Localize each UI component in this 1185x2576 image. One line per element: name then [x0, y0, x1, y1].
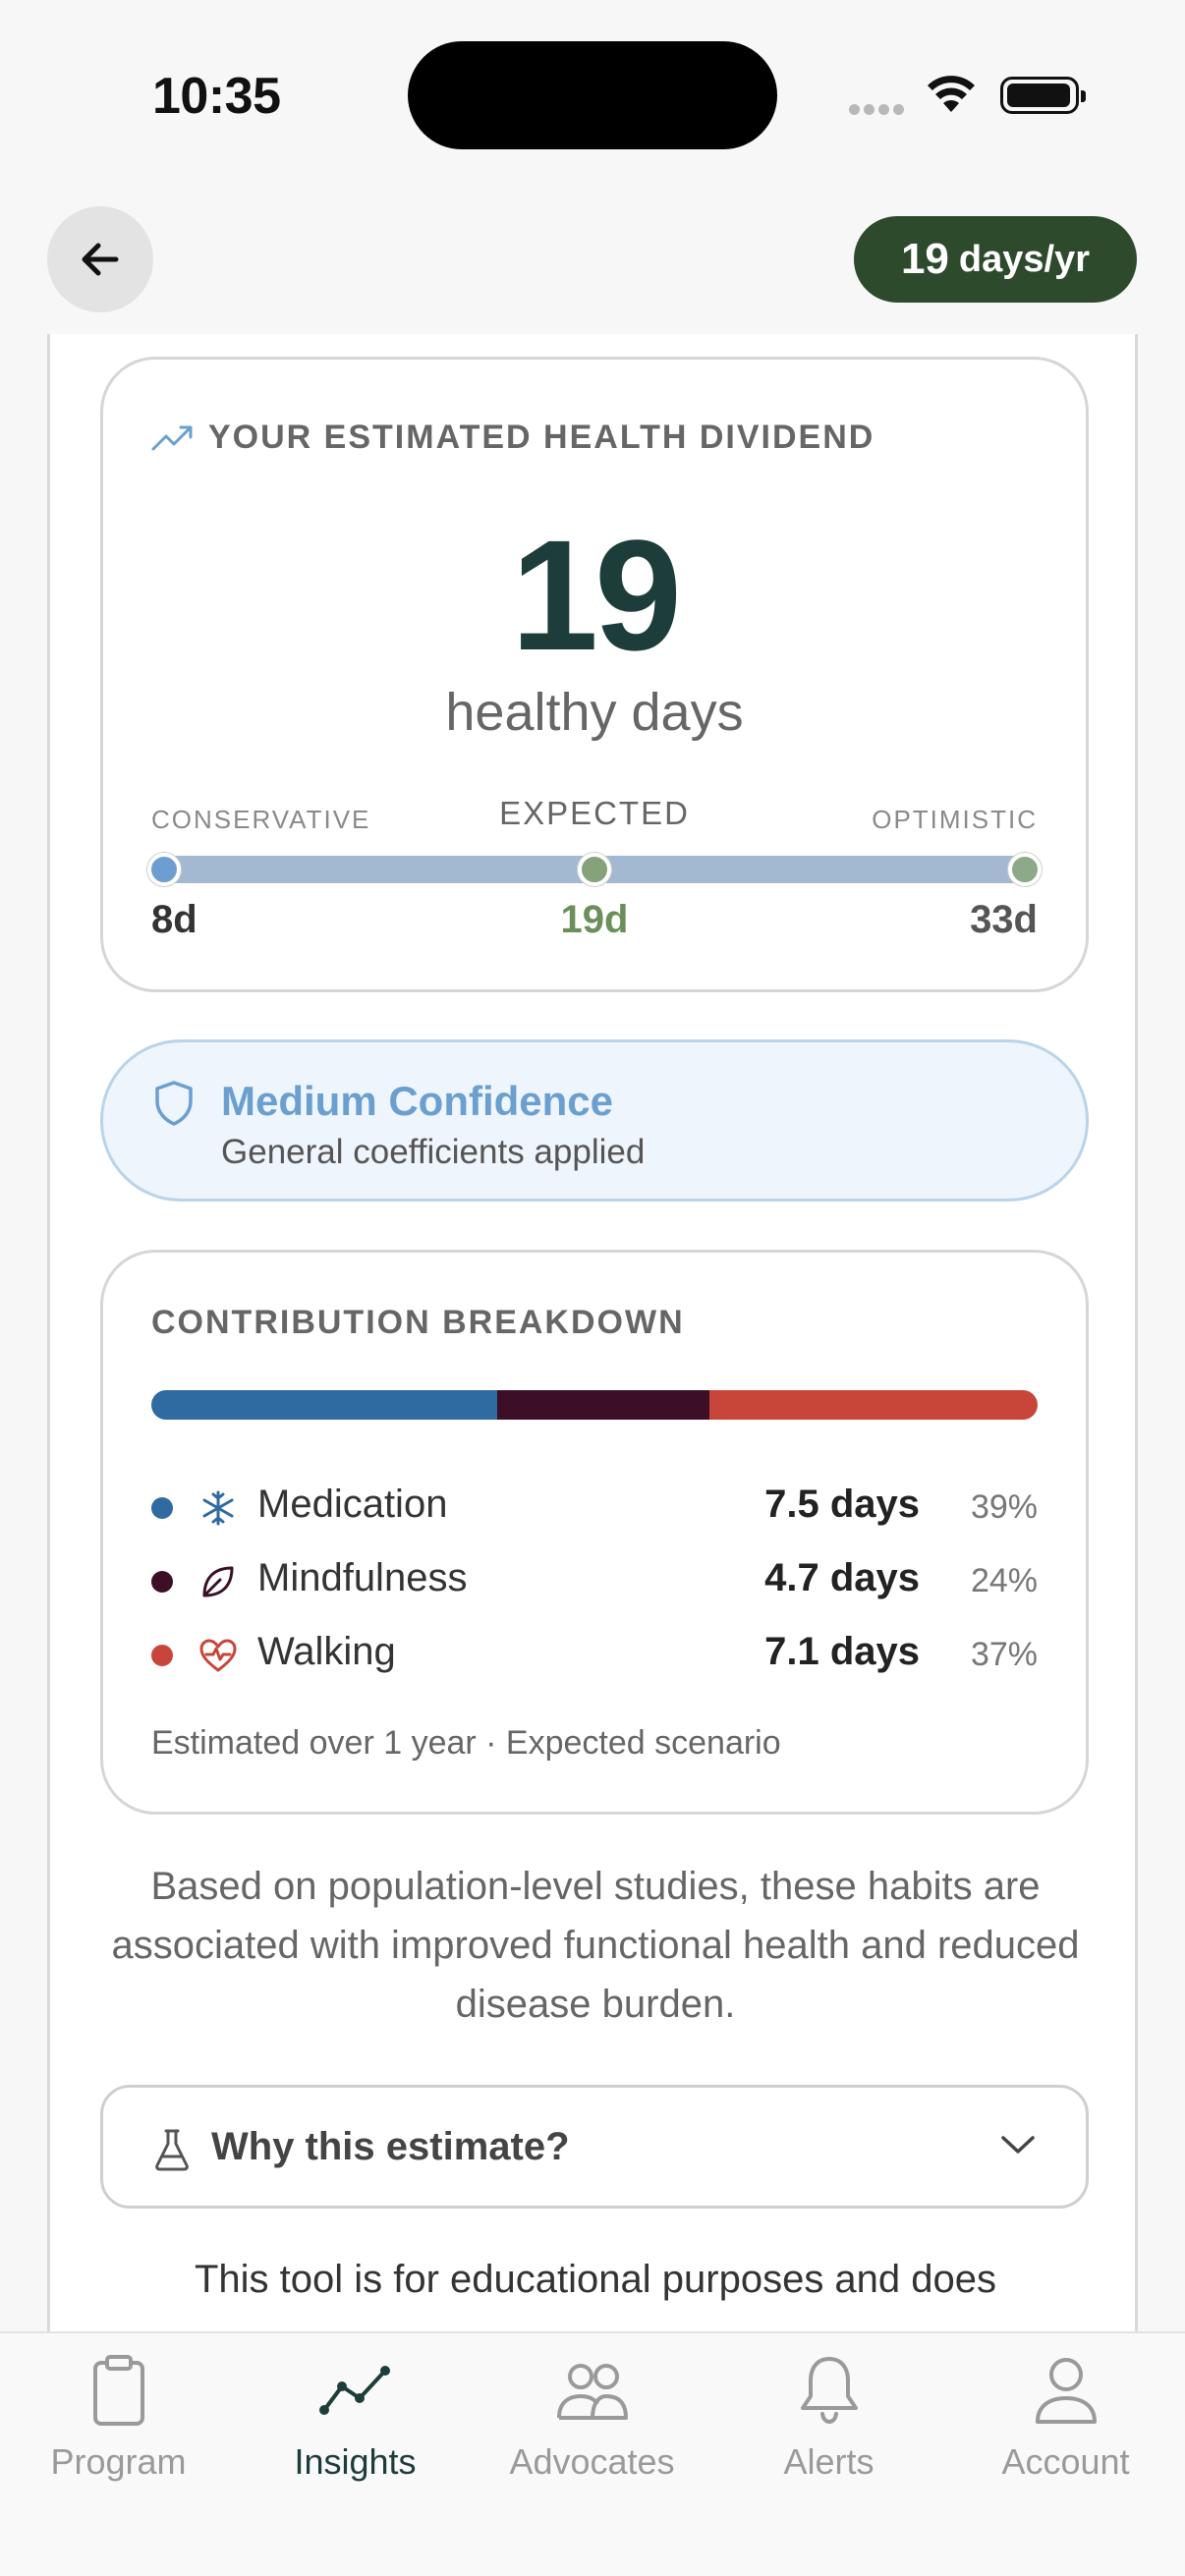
- mindfulness-bullet: [151, 1571, 173, 1593]
- row-days: 7.5 days: [764, 1483, 920, 1526]
- tab-label: Account: [1001, 2441, 1130, 2482]
- confidence-subtitle: General coefficients applied: [221, 1133, 646, 1171]
- segment-mindfulness: [496, 1390, 710, 1420]
- row-percent: 37%: [970, 1636, 1038, 1673]
- breakdown-note: Estimated over 1 year · Expected scenari…: [151, 1724, 781, 1762]
- chart-line-icon: [318, 2366, 390, 2415]
- contribution-stacked-bar: [151, 1390, 1038, 1420]
- breakdown-row-medication: Medication 7.5 days 39%: [151, 1477, 1038, 1536]
- shield-icon: [155, 1081, 193, 1126]
- walking-bullet: [151, 1645, 173, 1666]
- row-percent: 24%: [970, 1562, 1038, 1599]
- wifi-icon: [928, 76, 975, 112]
- range-values: 8d 19d 33d: [151, 898, 1038, 957]
- expected-marker: [578, 853, 611, 886]
- tab-advocates[interactable]: Advocates: [474, 2353, 710, 2510]
- battery-icon: [1000, 77, 1086, 114]
- insights-scroll-panel[interactable]: YOUR ESTIMATED HEALTH DIVIDEND 19 health…: [47, 334, 1138, 2333]
- row-days: 4.7 days: [764, 1556, 920, 1599]
- tab-account[interactable]: Account: [947, 2353, 1184, 2510]
- bottom-tab-bar: Program Insights Advocates Alerts Ac: [0, 2331, 1185, 2576]
- dynamic-island: [408, 41, 777, 149]
- bell-icon: [800, 2357, 858, 2425]
- why-estimate-toggle[interactable]: Why this estimate?: [100, 2085, 1089, 2209]
- badge-value: 19: [900, 235, 949, 283]
- confidence-title: Medium Confidence: [221, 1078, 614, 1124]
- tab-label: Alerts: [783, 2441, 875, 2482]
- trending-up-icon: [151, 425, 193, 450]
- arrow-left-icon: [82, 243, 119, 276]
- days-per-year-badge: 19 days/yr: [853, 216, 1137, 303]
- dividend-unit-label: healthy days: [445, 683, 744, 742]
- medical-icon: [202, 1490, 234, 1526]
- person-icon: [1035, 2358, 1097, 2424]
- row-percent: 39%: [970, 1488, 1038, 1526]
- row-days: 7.1 days: [764, 1630, 920, 1673]
- row-name: Medication: [257, 1483, 448, 1526]
- top-header: 19 days/yr: [0, 187, 1185, 334]
- contribution-breakdown-card: CONTRIBUTION BREAKDOWN Medication 7.5 da…: [100, 1250, 1089, 1815]
- why-estimate-label: Why this estimate?: [211, 2125, 570, 2168]
- dividend-title: YOUR ESTIMATED HEALTH DIVIDEND: [151, 419, 875, 457]
- range-track: [147, 853, 1042, 886]
- segment-walking: [709, 1390, 1038, 1420]
- dividend-title-text: YOUR ESTIMATED HEALTH DIVIDEND: [208, 419, 875, 456]
- row-name: Mindfulness: [257, 1556, 468, 1599]
- medication-bullet: [151, 1497, 173, 1519]
- breakdown-title: CONTRIBUTION BREAKDOWN: [151, 1304, 685, 1341]
- back-button[interactable]: [47, 206, 153, 312]
- status-time: 10:35: [152, 68, 281, 125]
- breakdown-row-mindfulness: Mindfulness 4.7 days 24%: [151, 1550, 1038, 1609]
- leaf-icon: [202, 1566, 234, 1597]
- status-bar: 10:35: [0, 0, 1185, 187]
- heart-pulse-icon: [199, 1639, 237, 1672]
- people-icon: [556, 2364, 628, 2420]
- conservative-marker: [147, 853, 181, 886]
- expected-value: 19d: [560, 898, 629, 941]
- tab-alerts[interactable]: Alerts: [710, 2353, 947, 2510]
- segment-medication: [151, 1390, 497, 1420]
- tab-insights[interactable]: Insights: [237, 2353, 474, 2510]
- optimistic-marker: [1008, 853, 1042, 886]
- flask-icon: [155, 2129, 189, 2171]
- tab-label: Insights: [294, 2441, 417, 2482]
- conservative-value: 8d: [151, 898, 198, 941]
- cellular-signal-icon: [849, 102, 908, 120]
- disclaimer-text: This tool is for educational purposes an…: [194, 2258, 997, 2301]
- tab-label: Advocates: [509, 2441, 675, 2482]
- row-name: Walking: [257, 1630, 396, 1673]
- badge-unit: days/yr: [958, 238, 1090, 280]
- dividend-value: 19: [511, 507, 682, 683]
- health-dividend-card: YOUR ESTIMATED HEALTH DIVIDEND 19 health…: [100, 357, 1089, 992]
- chevron-down-icon: [1001, 2136, 1035, 2154]
- confidence-banner: Medium Confidence General coefficients a…: [100, 1039, 1089, 1202]
- conservative-label: CONSERVATIVE: [151, 805, 371, 834]
- optimistic-value: 33d: [970, 898, 1038, 941]
- explanation-text: Based on population-level studies, these…: [111, 1865, 1080, 2026]
- expected-label: EXPECTED: [499, 795, 690, 831]
- clipboard-icon: [92, 2355, 144, 2426]
- optimistic-label: OPTIMISTIC: [872, 805, 1038, 834]
- tab-label: Program: [50, 2441, 187, 2482]
- range-labels: CONSERVATIVE EXPECTED OPTIMISTIC: [151, 795, 1038, 844]
- tab-program[interactable]: Program: [0, 2353, 237, 2510]
- breakdown-row-walking: Walking 7.1 days 37%: [151, 1624, 1038, 1683]
